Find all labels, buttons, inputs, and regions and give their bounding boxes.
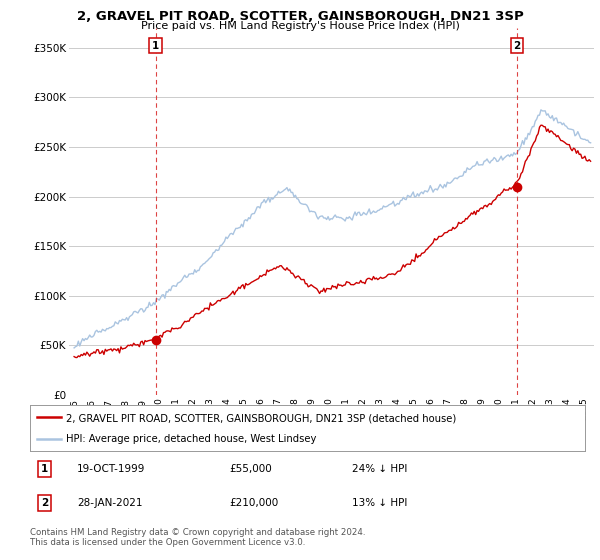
Text: 1: 1 [41,464,49,474]
Text: Contains HM Land Registry data © Crown copyright and database right 2024.
This d: Contains HM Land Registry data © Crown c… [30,528,365,547]
Text: 28-JAN-2021: 28-JAN-2021 [77,498,143,507]
Text: 1: 1 [152,41,159,51]
Text: 2, GRAVEL PIT ROAD, SCOTTER, GAINSBOROUGH, DN21 3SP (detached house): 2, GRAVEL PIT ROAD, SCOTTER, GAINSBOROUG… [66,413,457,423]
Text: 24% ↓ HPI: 24% ↓ HPI [352,464,407,474]
Text: 13% ↓ HPI: 13% ↓ HPI [352,498,407,507]
Text: HPI: Average price, detached house, West Lindsey: HPI: Average price, detached house, West… [66,435,316,444]
Text: 19-OCT-1999: 19-OCT-1999 [77,464,146,474]
Text: Price paid vs. HM Land Registry's House Price Index (HPI): Price paid vs. HM Land Registry's House … [140,21,460,31]
Text: £55,000: £55,000 [230,464,272,474]
Text: 2: 2 [514,41,521,51]
Text: £210,000: £210,000 [230,498,279,507]
Text: 2, GRAVEL PIT ROAD, SCOTTER, GAINSBOROUGH, DN21 3SP: 2, GRAVEL PIT ROAD, SCOTTER, GAINSBOROUG… [77,10,523,23]
Text: 2: 2 [41,498,49,507]
